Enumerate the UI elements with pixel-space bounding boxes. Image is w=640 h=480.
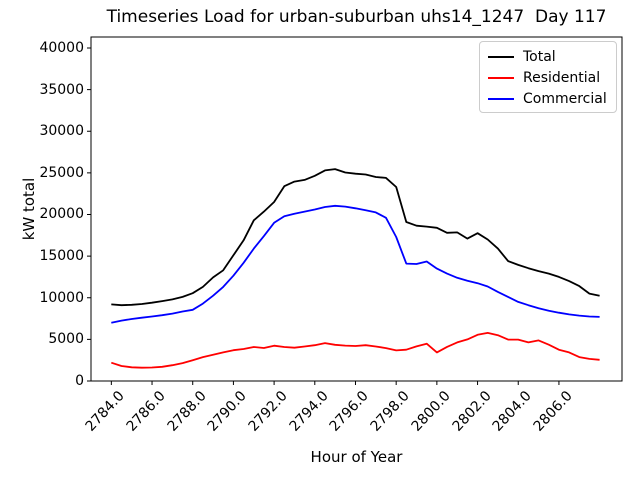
axes-frame — [90, 36, 623, 382]
legend-line-commercial — [488, 97, 514, 100]
legend-label-commercial: Commercial — [523, 90, 607, 107]
series-line-commercial — [111, 204, 600, 324]
legend-entry-commercial: Commercial — [488, 88, 616, 109]
legend-entry-residential: Residential — [488, 67, 616, 88]
legend-line-total — [488, 55, 514, 58]
legend-line-residential — [488, 76, 514, 79]
series-line-total — [111, 168, 600, 307]
chart-title: Timeseries Load for urban-suburban uhs14… — [106, 7, 607, 27]
legend: Total Residential Commercial — [479, 41, 617, 113]
legend-entry-total: Total — [488, 46, 616, 67]
legend-label-residential: Residential — [523, 69, 601, 86]
series-line-residential — [111, 331, 600, 369]
legend-label-total: Total — [523, 48, 556, 65]
x-axis-label: Hour of Year — [310, 448, 403, 466]
